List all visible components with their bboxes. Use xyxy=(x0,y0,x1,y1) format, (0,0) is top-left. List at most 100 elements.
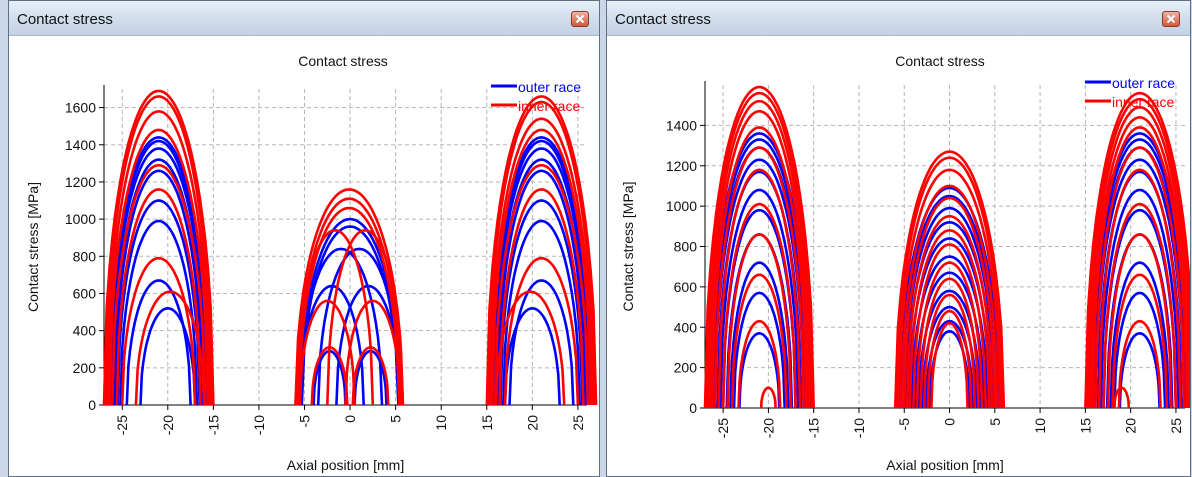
x-tick-label: 0 xyxy=(942,418,958,426)
close-button[interactable] xyxy=(571,11,589,27)
y-tick-label: 600 xyxy=(674,279,698,295)
inner-race-curve xyxy=(707,99,812,409)
x-tick-label: -5 xyxy=(296,415,312,428)
inner-race-curve xyxy=(1113,386,1131,409)
outer-race-curve xyxy=(110,147,208,406)
inner-race-curve xyxy=(1094,146,1186,409)
outer-race-curve xyxy=(508,279,575,406)
inner-race-curve xyxy=(922,293,977,409)
outer-race-curve xyxy=(300,225,400,406)
x-axis-label: Axial position [mm] xyxy=(886,457,1003,473)
window-titlebar[interactable]: Contact stress xyxy=(607,1,1190,36)
x-tick-label: 10 xyxy=(1032,418,1048,434)
inner-race-curve xyxy=(900,184,999,409)
inner-race-curve xyxy=(493,163,590,406)
outer-race-curve xyxy=(713,158,805,409)
x-tick-label: 15 xyxy=(479,415,495,431)
contact-stress-chart: Contact stress -25 -20 -15 -10 -5 0 5 10 15 20 25 0 2… xyxy=(620,53,1190,473)
inner-race-curve xyxy=(108,128,210,406)
inner-race-curve xyxy=(1106,233,1173,409)
inner-race-curve xyxy=(912,243,988,409)
outer-race-curve xyxy=(492,147,591,406)
y-tick-label: 1000 xyxy=(65,211,96,227)
x-tick-label: -5 xyxy=(896,418,912,431)
inner-race-curve xyxy=(134,290,206,406)
inner-race-curve xyxy=(721,202,797,409)
inner-race-curve xyxy=(897,168,1002,409)
y-axis-label: Contact stress [MPa] xyxy=(620,182,636,312)
inner-race-curve xyxy=(726,233,793,409)
inner-race-curve xyxy=(1102,202,1178,409)
x-tick-label: 20 xyxy=(1123,418,1139,434)
inner-race-curve xyxy=(310,346,349,406)
inner-race-curve xyxy=(908,228,991,409)
outer-race-curve xyxy=(729,261,790,409)
legend-outer-race-label: outer race xyxy=(518,79,581,95)
outer-race-curve xyxy=(125,279,192,406)
outer-race-curve xyxy=(499,199,584,406)
outer-race-curve xyxy=(496,169,587,406)
outer-race-curve xyxy=(298,284,365,406)
window-titlebar[interactable]: Contact stress xyxy=(9,1,599,36)
inner-race-curve xyxy=(1087,105,1190,409)
y-tick-label: 600 xyxy=(73,285,97,301)
y-tick-label: 1400 xyxy=(65,137,96,153)
inner-race-curve xyxy=(326,228,405,406)
inner-race-curve xyxy=(703,85,815,409)
inner-race-curve xyxy=(1091,126,1189,409)
outer-race-curve xyxy=(503,306,561,406)
x-tick-label: -20 xyxy=(760,418,776,438)
inner-race-curve xyxy=(930,321,969,409)
outer-race-curve xyxy=(113,169,204,406)
y-tick-label: 200 xyxy=(674,360,698,376)
inner-race-curve xyxy=(110,163,207,406)
outer-race-curve xyxy=(491,139,591,406)
inner-race-curve xyxy=(104,95,213,406)
outer-race-curve xyxy=(902,206,997,409)
close-icon xyxy=(1166,14,1176,24)
y-tick-label: 1400 xyxy=(666,117,697,133)
inner-race-curve xyxy=(737,319,782,409)
inner-race-curve xyxy=(759,386,777,409)
x-tick-label: -10 xyxy=(251,415,267,435)
y-tick-label: 1200 xyxy=(65,174,96,190)
inner-race-curve xyxy=(490,128,592,406)
outer-race-curve xyxy=(1118,331,1161,409)
legend-outer-race-label: outer race xyxy=(1112,75,1175,91)
x-tick-label: 10 xyxy=(433,415,449,431)
x-tick-label: 0 xyxy=(342,415,358,423)
x-tick-label: 20 xyxy=(524,415,540,431)
outer-race-curve xyxy=(1099,188,1180,409)
x-axis-label: Axial position [mm] xyxy=(287,457,404,473)
y-tick-label: 400 xyxy=(73,323,97,339)
y-tick-label: 1000 xyxy=(666,198,697,214)
window-title: Contact stress xyxy=(17,11,113,28)
y-axis-label: Contact stress [MPa] xyxy=(25,182,41,312)
chart-title: Contact stress xyxy=(298,53,387,69)
close-button[interactable] xyxy=(1162,11,1180,27)
inner-race-curve xyxy=(1089,115,1190,409)
x-tick-label: -25 xyxy=(114,415,130,435)
inner-race-curve xyxy=(710,126,808,409)
inner-race-curve xyxy=(295,228,375,406)
x-tick-label: 25 xyxy=(1168,418,1184,434)
outer-race-curve xyxy=(298,247,384,406)
window-title: Contact stress xyxy=(615,11,711,28)
inner-race-curve xyxy=(705,91,814,409)
y-tick-label: 800 xyxy=(73,248,97,264)
x-tick-label: -20 xyxy=(160,415,176,435)
outer-race-curve xyxy=(719,188,800,409)
y-tick-label: 1200 xyxy=(666,158,697,174)
inner-race-curve xyxy=(498,188,585,406)
legend-inner-race-label: inner race xyxy=(1112,94,1174,110)
outer-race-curve xyxy=(1109,261,1170,409)
inner-race-curve xyxy=(487,100,596,406)
inner-race-curve xyxy=(717,168,802,409)
inner-race-curve xyxy=(503,256,580,406)
inner-race-curve xyxy=(915,261,984,409)
y-tick-label: 0 xyxy=(88,397,96,413)
x-tick-label: -15 xyxy=(205,415,221,435)
inner-race-curve xyxy=(713,146,805,409)
inner-race-curve xyxy=(730,273,788,409)
y-tick-label: 800 xyxy=(674,239,698,255)
